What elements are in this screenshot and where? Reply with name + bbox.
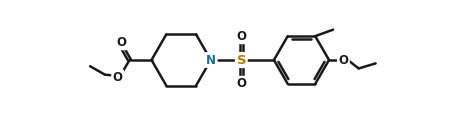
Text: O: O: [116, 36, 126, 49]
Text: O: O: [338, 54, 348, 66]
Text: O: O: [113, 71, 122, 84]
Text: O: O: [236, 30, 246, 43]
Text: O: O: [236, 77, 246, 90]
Text: S: S: [236, 54, 245, 66]
Text: N: N: [206, 54, 215, 66]
